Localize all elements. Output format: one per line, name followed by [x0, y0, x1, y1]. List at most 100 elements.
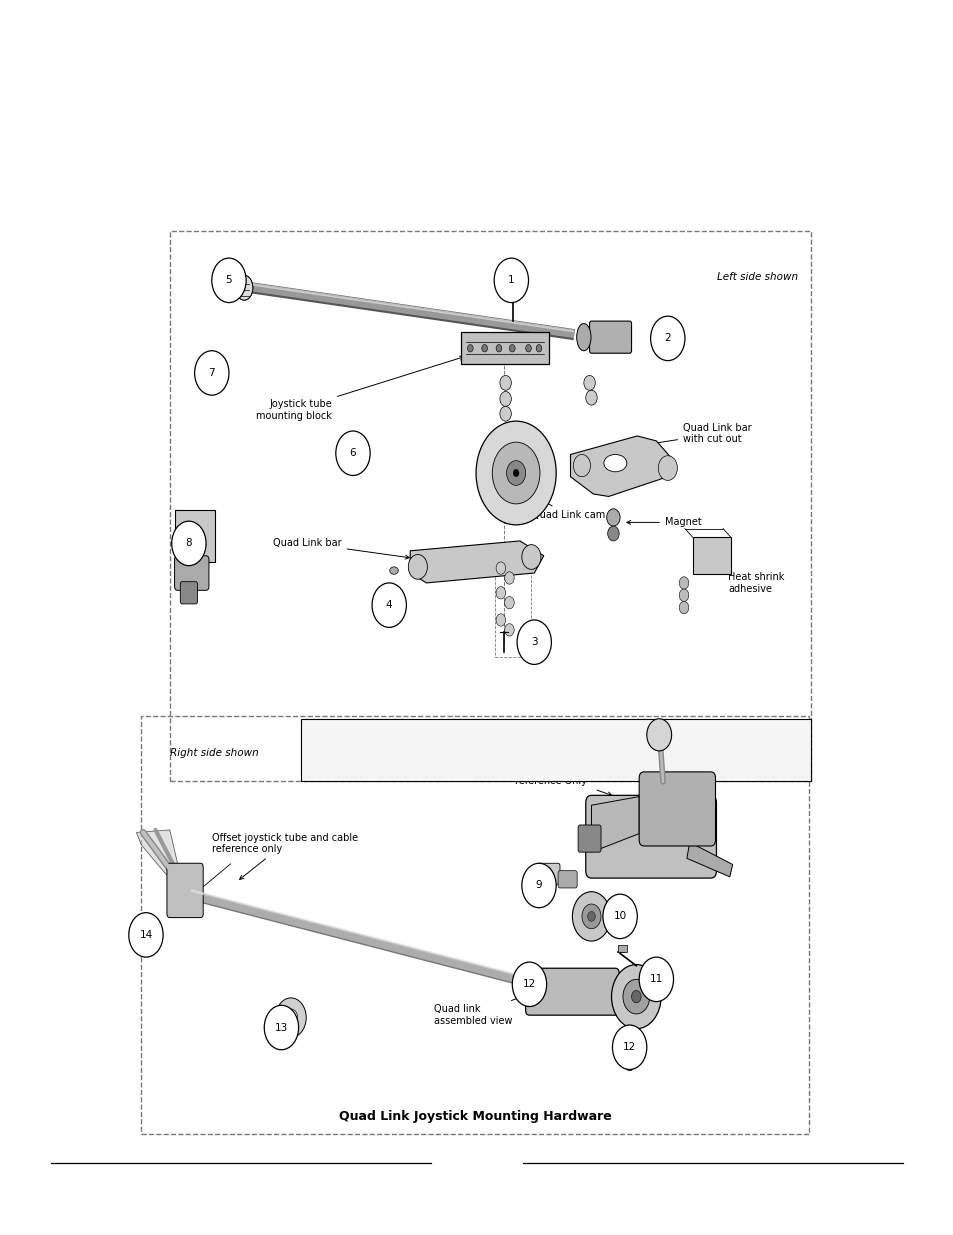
FancyBboxPatch shape	[174, 510, 214, 562]
Circle shape	[572, 892, 610, 941]
Text: 12: 12	[622, 1042, 636, 1052]
Circle shape	[512, 962, 546, 1007]
FancyBboxPatch shape	[167, 863, 203, 918]
Circle shape	[528, 966, 539, 981]
Circle shape	[587, 911, 595, 921]
FancyBboxPatch shape	[692, 537, 730, 574]
Circle shape	[172, 521, 206, 566]
Text: 1: 1	[508, 275, 514, 285]
Ellipse shape	[389, 567, 398, 574]
Circle shape	[194, 351, 229, 395]
Bar	[495, 558, 531, 657]
Text: 14: 14	[139, 930, 152, 940]
Circle shape	[573, 454, 590, 477]
Circle shape	[521, 545, 540, 569]
Text: Quad Link Joystick Mounting Hardware: Quad Link Joystick Mounting Hardware	[338, 1110, 611, 1123]
Circle shape	[521, 863, 556, 908]
Circle shape	[536, 345, 541, 352]
Ellipse shape	[235, 275, 253, 300]
Text: 6: 6	[350, 448, 355, 458]
Circle shape	[622, 979, 649, 1014]
Text: Magnet: Magnet	[626, 517, 701, 527]
Bar	[141, 716, 808, 1134]
Text: Right side shown: Right side shown	[170, 748, 258, 758]
Circle shape	[496, 587, 505, 599]
Circle shape	[335, 431, 370, 475]
Text: Left side shown: Left side shown	[717, 272, 798, 282]
Circle shape	[607, 526, 618, 541]
Text: Heat shrink
adhesive: Heat shrink adhesive	[721, 566, 783, 594]
Circle shape	[476, 421, 556, 525]
Text: 11: 11	[649, 974, 662, 984]
Circle shape	[679, 577, 688, 589]
Circle shape	[504, 597, 514, 609]
Circle shape	[585, 390, 597, 405]
Circle shape	[499, 406, 511, 421]
FancyBboxPatch shape	[525, 968, 618, 1015]
FancyBboxPatch shape	[585, 795, 716, 878]
FancyBboxPatch shape	[558, 871, 577, 888]
Circle shape	[467, 345, 473, 352]
Text: Quad Link Assembly without Joystick Mounting Hardware: Quad Link Assembly without Joystick Moun…	[386, 732, 724, 742]
Text: 9: 9	[536, 881, 541, 890]
Text: 2: 2	[664, 333, 670, 343]
Circle shape	[525, 345, 531, 352]
Circle shape	[408, 555, 427, 579]
Circle shape	[506, 461, 525, 485]
Circle shape	[481, 345, 487, 352]
Text: Quad link
assembled view: Quad link assembled view	[434, 994, 527, 1026]
Text: 7: 7	[209, 368, 214, 378]
Circle shape	[191, 538, 198, 548]
Polygon shape	[591, 797, 639, 852]
FancyBboxPatch shape	[180, 582, 197, 604]
Circle shape	[191, 524, 198, 534]
Circle shape	[650, 316, 684, 361]
Circle shape	[658, 456, 677, 480]
Circle shape	[639, 957, 673, 1002]
Circle shape	[611, 965, 660, 1029]
Circle shape	[583, 375, 595, 390]
Circle shape	[509, 345, 515, 352]
FancyBboxPatch shape	[589, 321, 631, 353]
FancyBboxPatch shape	[174, 556, 209, 590]
Circle shape	[513, 469, 518, 477]
Polygon shape	[410, 541, 543, 583]
Text: Joystick tube
mounting block: Joystick tube mounting block	[255, 356, 463, 421]
Text: 4: 4	[386, 600, 392, 610]
Circle shape	[612, 1025, 646, 1070]
Ellipse shape	[235, 275, 253, 300]
Text: 13: 13	[274, 1023, 288, 1032]
Ellipse shape	[235, 275, 253, 300]
Circle shape	[212, 258, 246, 303]
FancyBboxPatch shape	[460, 332, 548, 364]
Circle shape	[496, 614, 505, 626]
Polygon shape	[136, 830, 184, 892]
Text: Offset joystick tube and cable
reference only: Offset joystick tube and cable reference…	[212, 832, 357, 879]
Circle shape	[679, 589, 688, 601]
Circle shape	[679, 601, 688, 614]
Circle shape	[581, 904, 600, 929]
Circle shape	[284, 1009, 297, 1026]
Ellipse shape	[576, 324, 590, 351]
Ellipse shape	[603, 454, 626, 472]
Circle shape	[499, 391, 511, 406]
Bar	[300, 719, 810, 781]
Circle shape	[499, 375, 511, 390]
Text: Mk5 MPJ Joystick
reference Only: Mk5 MPJ Joystick reference Only	[515, 764, 611, 795]
Text: Quad Link cam: Quad Link cam	[524, 490, 605, 520]
Text: 3: 3	[531, 637, 537, 647]
Circle shape	[129, 913, 163, 957]
Circle shape	[602, 894, 637, 939]
Polygon shape	[570, 436, 672, 496]
Circle shape	[191, 553, 198, 563]
FancyBboxPatch shape	[508, 274, 517, 284]
Text: 10: 10	[613, 911, 626, 921]
Circle shape	[646, 719, 671, 751]
Text: For Quad Link components not numbered, refer to item 6: For Quad Link components not numbered, r…	[367, 758, 669, 768]
Circle shape	[517, 620, 551, 664]
FancyBboxPatch shape	[578, 825, 600, 852]
Text: Quad Link bar
with cut out: Quad Link bar with cut out	[633, 422, 751, 448]
Circle shape	[606, 509, 619, 526]
Circle shape	[504, 624, 514, 636]
Bar	[170, 231, 810, 781]
